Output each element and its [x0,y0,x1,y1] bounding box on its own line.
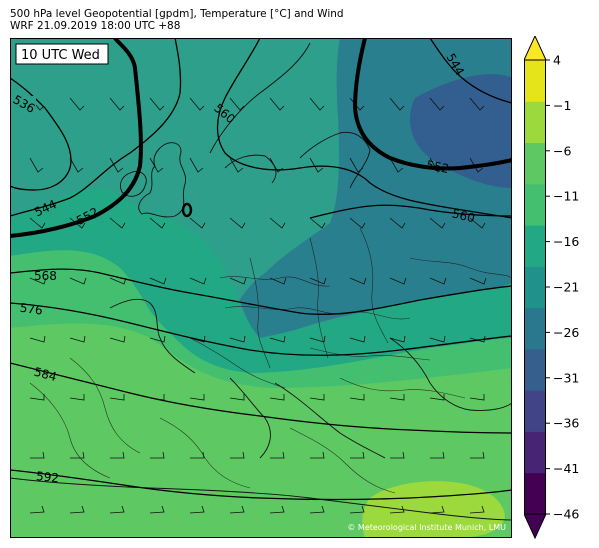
colorbar-segments [524,60,546,515]
colorbar-tick-label: −6 [553,143,571,158]
coastlines [10,42,512,521]
temp-field-warm-patch [362,481,505,538]
contour-label-584: 584 [33,365,59,384]
colorbar-tick-label: −31 [553,370,579,385]
contour-544-east [429,38,512,104]
wind-barbs [29,97,487,514]
colorbar-segment [524,431,546,474]
credit-text: © Meteorological Institute Munich, LMU [347,523,506,532]
colorbar-segment [524,390,546,432]
colorbar-segment [524,266,546,309]
contour-568 [10,268,512,315]
contour-label-592: 592 [35,469,59,485]
colorbar-segment [524,60,546,102]
time-box [15,43,109,65]
temp-field-cold-max [410,74,512,188]
colorbar-segment [524,225,546,267]
colorbar-tick-label: −11 [553,189,579,204]
colorbar-tick-label: −21 [553,280,579,295]
chart-title: 500 hPa level Geopotential [gpdm], Tempe… [10,8,344,20]
colorbar-tick-label: 4 [553,53,561,68]
contour-552-small-ring [181,202,193,218]
colorbar-tick-label: −36 [553,416,579,431]
colorbar-segment [524,142,546,185]
colorbar-extend-low [524,513,547,540]
contour-label-560-east: 560 [451,206,477,225]
contour-576 [10,302,512,356]
contour-552-west [10,38,143,238]
colorbar-segment [524,183,546,226]
contour-544-west [10,38,182,217]
contour-label-576: 576 [19,301,44,318]
contour-label-568: 568 [34,269,57,283]
colorbar: 4 −1 −6 −11 −16 −21 −26 −31 −36 −41 −46 [524,36,579,540]
colorbar-segment [524,101,546,144]
contour-552-east [352,38,512,171]
colorbar-segment [524,472,546,515]
colorbar-ticks: 4 −1 −6 −11 −16 −21 −26 −31 −36 −41 −46 [546,53,579,522]
contour-560-east [309,204,512,219]
colorbar-tick-label: −26 [553,325,579,340]
map-frame [10,38,512,538]
colorbar-tick-label: −41 [553,461,579,476]
chart-subtitle: WRF 21.09.2019 18:00 UTC +88 [10,20,181,32]
colorbar-segment [524,307,546,350]
colorbar-tick-label: −46 [553,507,579,522]
weather-map: 536 544 552 560 568 576 584 592 544 552 … [10,38,512,538]
time-box-label: 10 UTC Wed [21,48,100,63]
colorbar-tick-label: −16 [553,234,579,249]
contour-560-northwest [216,38,512,219]
geopotential-contours [10,38,512,501]
colorbar-segment [524,348,546,391]
colorbar-extend-high [524,36,547,61]
colorbar-tick-label: −1 [553,98,571,113]
country-borders [29,227,512,494]
temp-field-minus6 [10,323,512,538]
colorbar-frame [524,59,546,515]
contour-label-552-east: 552 [425,158,450,176]
contour-592 [10,469,512,501]
contour-584 [10,362,512,434]
contour-536 [10,77,72,191]
